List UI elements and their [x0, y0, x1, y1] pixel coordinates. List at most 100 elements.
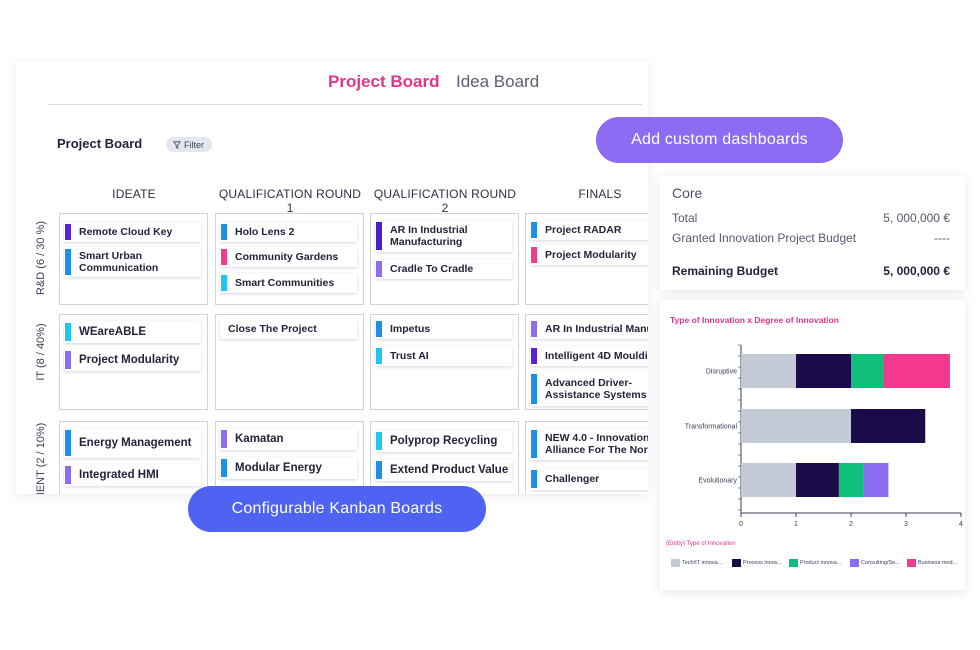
legend-swatch — [850, 559, 859, 567]
project-card[interactable]: Impetus — [375, 319, 512, 339]
tab-idea-board[interactable]: Idea Board — [456, 72, 540, 91]
filter-button[interactable]: Filter — [166, 137, 212, 152]
column-header: QUALIFICATION ROUND 1 — [218, 187, 362, 215]
card-title: Remote Cloud Key — [79, 226, 173, 238]
card-title: NEW 4.0 - Innovation Alliance For The No… — [545, 432, 648, 456]
card-category-stripe — [531, 321, 537, 337]
card-title: Close The Project — [228, 323, 317, 335]
project-card[interactable]: Energy Management — [64, 428, 201, 458]
legend-item[interactable]: Consulting/Se... — [850, 559, 900, 567]
x-tick-label: 3 — [904, 521, 908, 528]
card-category-stripe — [65, 430, 71, 456]
project-card[interactable]: Project Modularity — [530, 245, 648, 265]
kanban-cell: AR In Industrial Manufacturing Intelligen… — [525, 314, 648, 410]
project-card[interactable]: Holo Lens 2 — [220, 222, 357, 242]
kanban-cell: WEareABLE Project Modularity — [59, 314, 208, 410]
project-card[interactable]: Modular Energy — [220, 457, 357, 479]
project-card[interactable]: Project RADAR — [530, 220, 648, 240]
chart-panel: Type of Innovation x Degree of Innovatio… — [660, 300, 965, 590]
bar-segment — [884, 354, 950, 388]
budget-value: 5, 000,000 € — [883, 264, 950, 278]
legend-title: (Entity) Type of Innovation — [666, 541, 736, 547]
card-category-stripe — [531, 470, 537, 488]
project-card[interactable]: AR In Industrial Manufacturing — [375, 220, 512, 252]
project-card[interactable]: Cradle To Cradle — [375, 259, 512, 279]
project-card[interactable]: Intelligent 4D Moulding — [530, 346, 648, 366]
x-tick-label: 0 — [739, 521, 743, 528]
project-card[interactable]: NEW 4.0 - Innovation Alliance For The No… — [530, 428, 648, 460]
card-title: Energy Management — [79, 437, 192, 449]
project-card[interactable]: Smart Communities — [220, 273, 357, 293]
project-card[interactable]: Trust AI — [375, 346, 512, 366]
budget-label: Granted Innovation Project Budget — [672, 231, 857, 245]
kanban-cell: Energy Management Integrated HMI — [59, 421, 208, 494]
bar-segment — [851, 409, 926, 443]
project-card[interactable]: WEareABLE — [64, 321, 201, 343]
card-title: Advanced Driver-Assistance Systems — [545, 377, 647, 401]
card-category-stripe — [376, 348, 382, 364]
project-card[interactable]: AR In Industrial Manufacturing — [530, 319, 648, 339]
project-card[interactable]: Community Gardens — [220, 247, 357, 267]
kanban-cell: Project RADAR Project Modularity — [525, 213, 648, 305]
kanban-cell: Remote Cloud Key Smart Urban Communicatio… — [59, 213, 208, 305]
card-category-stripe — [531, 247, 537, 263]
card-category-stripe — [221, 430, 227, 448]
card-title: Project Modularity — [79, 354, 180, 366]
card-title: Extend Product Value — [390, 464, 509, 476]
project-card[interactable]: Challenger — [530, 468, 648, 490]
kanban-cell: Close The Project — [215, 314, 364, 410]
card-title: Polyprop Recycling — [390, 435, 498, 447]
card-title: Trust AI — [390, 350, 429, 362]
card-category-stripe — [221, 249, 227, 265]
project-card[interactable]: Project Modularity — [64, 349, 201, 371]
legend-label: Product innova... — [800, 560, 842, 566]
board-tabs: Project Board Idea Board — [48, 62, 642, 105]
legend-swatch — [732, 559, 741, 567]
project-card[interactable]: Smart Urban Communication — [64, 247, 201, 277]
legend-item[interactable]: Process innov... — [732, 559, 782, 567]
filter-label: Filter — [184, 139, 204, 150]
filter-icon — [173, 140, 181, 149]
stacked-bar-chart: 0 1 2 3 4 Disruptive Transformational Evolution… — [685, 344, 963, 528]
tab-project-board[interactable]: Project Board — [328, 72, 440, 91]
row-swimlane-label: IT (8 / 40%) — [35, 323, 47, 381]
card-category-stripe — [531, 374, 537, 404]
budget-panel: Core Total 5, 000,000 € Granted Innovati… — [660, 176, 965, 290]
card-title: Kamatan — [235, 433, 284, 445]
bar-segment — [741, 409, 851, 443]
card-title: Community Gardens — [235, 251, 339, 263]
kanban-cell: Holo Lens 2 Community Gardens Smart Commun… — [215, 213, 364, 305]
project-card[interactable]: Advanced Driver-Assistance Systems — [530, 372, 648, 406]
add-custom-dashboards-pill[interactable]: Add custom dashboards — [596, 117, 843, 163]
card-category-stripe — [65, 249, 71, 275]
project-card[interactable]: Remote Cloud Key — [64, 222, 201, 242]
x-tick-label: 1 — [794, 521, 798, 528]
card-title: WEareABLE — [79, 326, 147, 338]
project-card[interactable]: Close The Project — [220, 319, 357, 339]
card-category-stripe — [531, 348, 537, 364]
project-card[interactable]: Kamatan — [220, 428, 357, 450]
chart-legend: Tech/IT innova... Process innov... Product… — [671, 559, 965, 569]
card-title: Smart Communities — [235, 277, 335, 289]
project-card[interactable]: Polyprop Recycling — [375, 430, 512, 452]
row-swimlane-label: MENT (2 / 10%) — [35, 422, 47, 494]
project-card[interactable]: Extend Product Value — [375, 459, 512, 481]
kanban-cell: AR In Industrial Manufacturing Cradle To … — [370, 213, 519, 305]
legend-item[interactable]: Tech/IT innova... — [671, 559, 722, 567]
legend-item[interactable]: Business mod... — [907, 559, 957, 567]
configurable-kanban-boards-pill[interactable]: Configurable Kanban Boards — [188, 486, 486, 532]
kanban-cell: Kamatan Modular Energy — [215, 421, 364, 494]
board-title: Project Board — [57, 136, 143, 151]
card-title: Project RADAR — [545, 224, 622, 236]
chart-title: Type of Innovation x Degree of Innovatio… — [670, 315, 839, 325]
legend-label: Process innov... — [743, 560, 782, 566]
card-category-stripe — [376, 461, 382, 479]
card-title: Cradle To Cradle — [390, 263, 474, 275]
legend-label: Business mod... — [918, 560, 958, 566]
budget-title: Core — [672, 185, 703, 201]
card-title: Impetus — [390, 323, 431, 335]
card-title: Integrated HMI — [79, 469, 159, 481]
project-card[interactable]: Integrated HMI — [64, 464, 201, 486]
legend-item[interactable]: Product innova... — [789, 559, 841, 567]
